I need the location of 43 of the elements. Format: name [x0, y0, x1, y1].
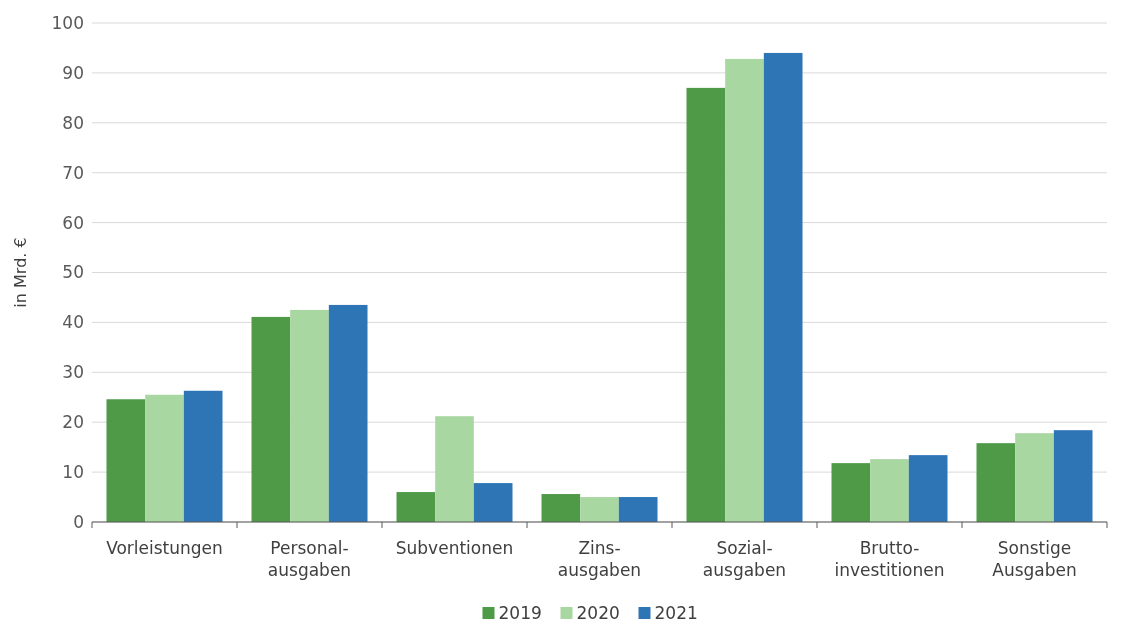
- bar: [541, 494, 581, 522]
- y-tick-label: 60: [62, 212, 84, 233]
- bar: [908, 455, 948, 522]
- bar: [290, 309, 329, 522]
- x-tick-label: Zins- ausgaben: [557, 538, 642, 580]
- bar: [106, 399, 146, 522]
- x-tick-label: Personal- ausgaben: [267, 538, 352, 580]
- bar: [725, 58, 764, 522]
- bar: [831, 463, 871, 522]
- y-tick-label: 40: [62, 312, 84, 333]
- bar: [1015, 433, 1054, 522]
- y-tick-label: 30: [62, 362, 84, 383]
- y-tick-label: 100: [51, 12, 84, 33]
- y-tick-label: 10: [62, 462, 84, 483]
- bar: [251, 316, 291, 522]
- bar: [328, 304, 368, 522]
- x-tick-label: Subventionen: [395, 538, 514, 558]
- y-tick-label: 50: [62, 262, 84, 283]
- bar: [473, 483, 513, 522]
- bar: [580, 497, 619, 522]
- x-tick-label: Vorleistungen: [106, 538, 223, 558]
- y-tick-label: 70: [62, 162, 84, 183]
- legend-label: 2021: [654, 603, 698, 623]
- bar: [870, 459, 909, 522]
- y-tick-label: 90: [62, 62, 84, 83]
- bar: [976, 443, 1016, 522]
- x-tick-label: Sozial- ausgaben: [702, 538, 787, 580]
- bar: [145, 394, 184, 522]
- legend-label: 2020: [576, 603, 620, 623]
- bar: [396, 492, 436, 522]
- bar: [618, 497, 658, 522]
- bar: [1053, 430, 1093, 522]
- y-axis-title: in Mrd. €: [11, 237, 30, 308]
- x-tick-label: Brutto- investitionen: [834, 538, 945, 580]
- y-tick-label: 20: [62, 412, 84, 433]
- bar: [763, 52, 803, 522]
- x-tick-label: Sonstige Ausgaben: [992, 538, 1077, 580]
- legend-label: 2019: [498, 603, 542, 623]
- bar: [435, 416, 474, 522]
- y-tick-label: 80: [62, 112, 84, 133]
- bar: [686, 87, 726, 522]
- y-tick-label: 0: [73, 511, 84, 532]
- bar: [183, 390, 223, 522]
